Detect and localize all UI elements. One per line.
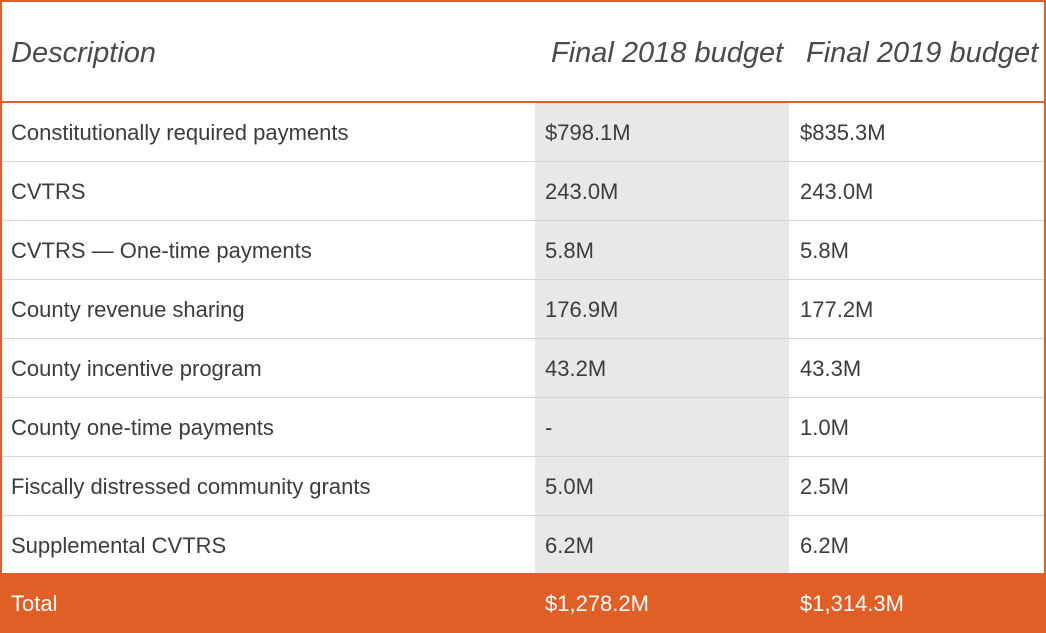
row-budget-2018: $798.1M	[545, 120, 631, 145]
row-budget-2019: 1.0M	[800, 415, 849, 440]
row-budget-2018: 243.0M	[545, 179, 619, 204]
table-row: County revenue sharing 176.9M 177.2M	[2, 280, 1044, 339]
total-row: Total $1,278.2M $1,314.3M	[0, 573, 1046, 633]
row-budget-2018: 5.0M	[545, 474, 594, 499]
row-description: Constitutionally required payments	[11, 120, 349, 145]
row-description: County revenue sharing	[11, 297, 245, 322]
row-budget-2019: $835.3M	[800, 120, 886, 145]
row-budget-2018: 6.2M	[545, 533, 594, 558]
row-budget-2019: 177.2M	[800, 297, 874, 322]
table-row: CVTRS — One-time payments 5.8M 5.8M	[2, 221, 1044, 280]
table-row: Supplemental CVTRS 6.2M 6.2M	[2, 516, 1044, 575]
total-label: Total	[11, 591, 58, 616]
total-budget-2018: $1,278.2M	[545, 591, 649, 616]
table-row: County one-time payments - 1.0M	[2, 398, 1044, 457]
row-description: Fiscally distressed community grants	[11, 474, 371, 499]
table-row: CVTRS 243.0M 243.0M	[2, 162, 1044, 221]
row-budget-2018: 43.2M	[545, 356, 607, 381]
header-budget-2019: Final 2019 budget	[806, 37, 1039, 69]
row-description: County incentive program	[11, 356, 262, 381]
row-description: CVTRS — One-time payments	[11, 238, 312, 263]
header-budget-2018: Final 2018 budget	[551, 37, 784, 69]
row-budget-2018: 176.9M	[545, 297, 619, 322]
table-row: Fiscally distressed community grants 5.0…	[2, 457, 1044, 516]
row-budget-2018: 5.8M	[545, 238, 594, 263]
row-description: County one-time payments	[11, 415, 274, 440]
row-budget-2019: 6.2M	[800, 533, 849, 558]
table-row: County incentive program 43.2M 43.3M	[2, 339, 1044, 398]
table-header: Description Final 2018 budget Final 2019…	[2, 2, 1044, 103]
row-description: Supplemental CVTRS	[11, 533, 227, 558]
header-description: Description	[11, 37, 157, 69]
table-row: Constitutionally required payments $798.…	[2, 103, 1044, 162]
row-budget-2019: 43.3M	[800, 356, 862, 381]
row-budget-2019: 243.0M	[800, 179, 874, 204]
row-budget-2019: 2.5M	[800, 474, 849, 499]
row-budget-2019: 5.8M	[800, 238, 849, 263]
total-budget-2019: $1,314.3M	[800, 591, 904, 616]
row-description: CVTRS	[11, 179, 86, 204]
row-budget-2018: -	[545, 415, 553, 440]
